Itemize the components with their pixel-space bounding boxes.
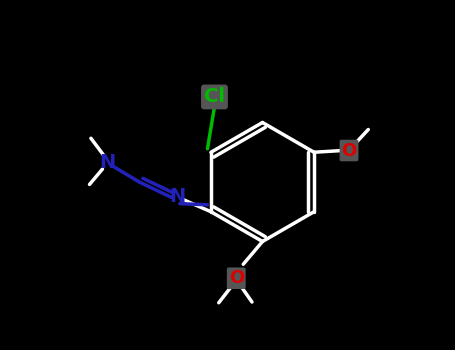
- Text: N: N: [170, 187, 186, 205]
- Text: Cl: Cl: [204, 88, 225, 106]
- Text: O: O: [341, 141, 357, 160]
- Text: O: O: [228, 269, 244, 287]
- Text: N: N: [100, 153, 116, 172]
